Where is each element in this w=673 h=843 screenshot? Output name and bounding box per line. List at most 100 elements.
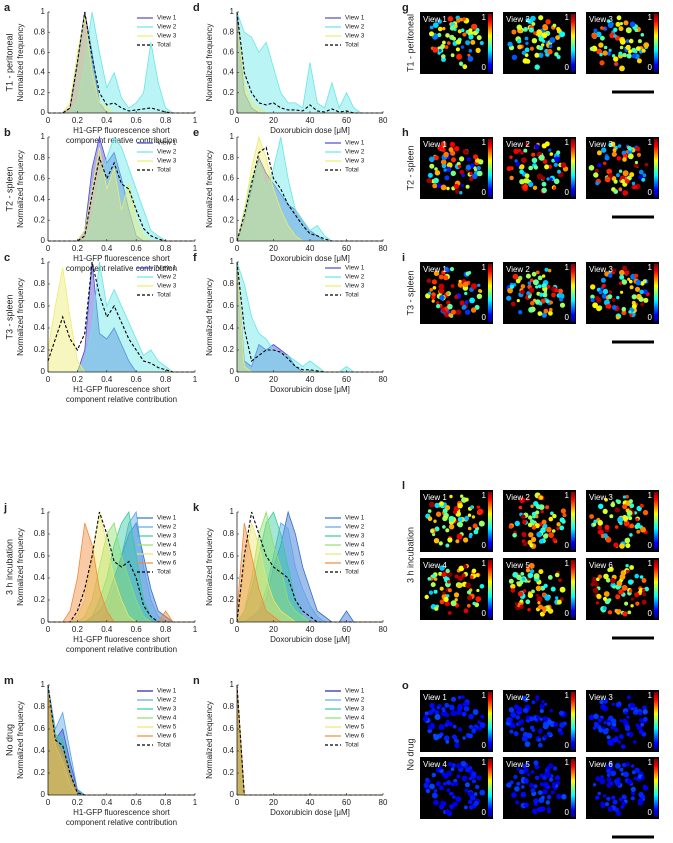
cell bbox=[464, 497, 469, 502]
legend-label: Total bbox=[345, 292, 359, 299]
cell bbox=[463, 706, 470, 712]
cell bbox=[440, 184, 447, 191]
colorbar-tick-label: 1 bbox=[482, 491, 487, 500]
cell bbox=[455, 539, 460, 544]
cell bbox=[445, 543, 450, 548]
cell bbox=[608, 48, 612, 52]
cell bbox=[603, 698, 609, 704]
view-label: View 1 bbox=[423, 15, 447, 24]
cell bbox=[609, 761, 613, 766]
colorbar bbox=[654, 264, 658, 322]
cell bbox=[592, 726, 597, 730]
cell bbox=[517, 591, 524, 597]
legend-label: View 6 bbox=[345, 733, 365, 740]
cell bbox=[633, 776, 637, 780]
cell bbox=[537, 728, 543, 734]
y-tick-label: 0.2 bbox=[34, 345, 46, 354]
cell bbox=[429, 25, 434, 30]
cell bbox=[437, 32, 442, 38]
cell bbox=[464, 788, 469, 793]
cell bbox=[524, 741, 531, 747]
legend-label: View 5 bbox=[157, 724, 177, 731]
cell bbox=[625, 44, 631, 51]
cell bbox=[556, 522, 561, 527]
colorbar-tick-label: 1 bbox=[648, 13, 653, 22]
cell bbox=[510, 588, 515, 593]
cell bbox=[442, 516, 447, 522]
cell bbox=[616, 499, 621, 505]
view-label: View 1 bbox=[423, 693, 447, 702]
cell bbox=[506, 717, 512, 723]
colorbar-tick-label: 0 bbox=[482, 188, 487, 197]
cell bbox=[543, 583, 548, 588]
cell bbox=[470, 39, 476, 45]
cell bbox=[639, 289, 644, 295]
cell bbox=[595, 31, 602, 38]
cell bbox=[465, 767, 470, 773]
colorbar-tick-label: 1 bbox=[482, 13, 487, 22]
colorbar-tick-label: 0 bbox=[648, 808, 653, 817]
area-fill bbox=[237, 157, 383, 241]
cell bbox=[629, 172, 635, 178]
cell bbox=[636, 529, 641, 534]
cell bbox=[466, 603, 471, 608]
cell bbox=[469, 176, 474, 182]
cell bbox=[635, 146, 641, 152]
colorbar-tick-label: 1 bbox=[648, 263, 653, 272]
x-tick-label: 0.4 bbox=[101, 625, 113, 634]
y-axis-label: Normalized frequency bbox=[205, 278, 214, 356]
view-label: View 3 bbox=[589, 265, 613, 274]
cell bbox=[638, 798, 644, 804]
microscopy-image bbox=[586, 137, 659, 199]
cell bbox=[541, 312, 547, 318]
cell bbox=[434, 502, 440, 508]
y-tick-label: 1 bbox=[41, 7, 46, 16]
cell bbox=[608, 610, 613, 615]
cell bbox=[613, 27, 618, 32]
cell bbox=[539, 495, 544, 500]
cell bbox=[445, 713, 450, 718]
x-axis-label: H1-GFP fluorescence short bbox=[73, 808, 171, 817]
cell bbox=[443, 735, 450, 742]
panel-letter: g bbox=[402, 2, 409, 14]
cell bbox=[443, 596, 449, 603]
cell bbox=[518, 310, 523, 315]
cell bbox=[635, 46, 641, 51]
cell bbox=[442, 591, 446, 595]
legend-label: View 3 bbox=[345, 33, 365, 40]
cell bbox=[542, 523, 548, 529]
cell bbox=[640, 33, 645, 37]
cell bbox=[613, 737, 619, 743]
cell bbox=[559, 586, 566, 593]
cell bbox=[559, 517, 565, 523]
cell bbox=[433, 177, 439, 184]
legend-label: View 1 bbox=[345, 265, 365, 272]
cell bbox=[626, 695, 631, 700]
cell bbox=[598, 727, 603, 733]
y-axis-label: Normalized frequency bbox=[16, 278, 25, 356]
cell bbox=[527, 522, 533, 528]
cell bbox=[618, 51, 623, 56]
cell bbox=[471, 728, 476, 733]
cell bbox=[523, 148, 528, 153]
y-tick-label: 0 bbox=[230, 617, 235, 626]
cell bbox=[443, 275, 449, 281]
y-tick-label: 0.8 bbox=[34, 279, 46, 288]
cell bbox=[444, 175, 450, 181]
cell bbox=[426, 789, 430, 794]
cell bbox=[621, 310, 627, 316]
colorbar bbox=[654, 692, 658, 750]
cell bbox=[447, 303, 453, 310]
cell bbox=[625, 569, 630, 574]
y-tick-label: 0.4 bbox=[34, 573, 46, 582]
cell bbox=[467, 55, 474, 62]
cell bbox=[443, 151, 449, 158]
row-label: No drug bbox=[405, 738, 415, 770]
cell bbox=[621, 762, 627, 768]
cell bbox=[469, 794, 476, 801]
cell bbox=[606, 721, 612, 726]
cell bbox=[477, 508, 484, 515]
cell bbox=[622, 504, 628, 510]
x-tick-label: 0 bbox=[235, 798, 240, 807]
cell bbox=[616, 15, 622, 21]
